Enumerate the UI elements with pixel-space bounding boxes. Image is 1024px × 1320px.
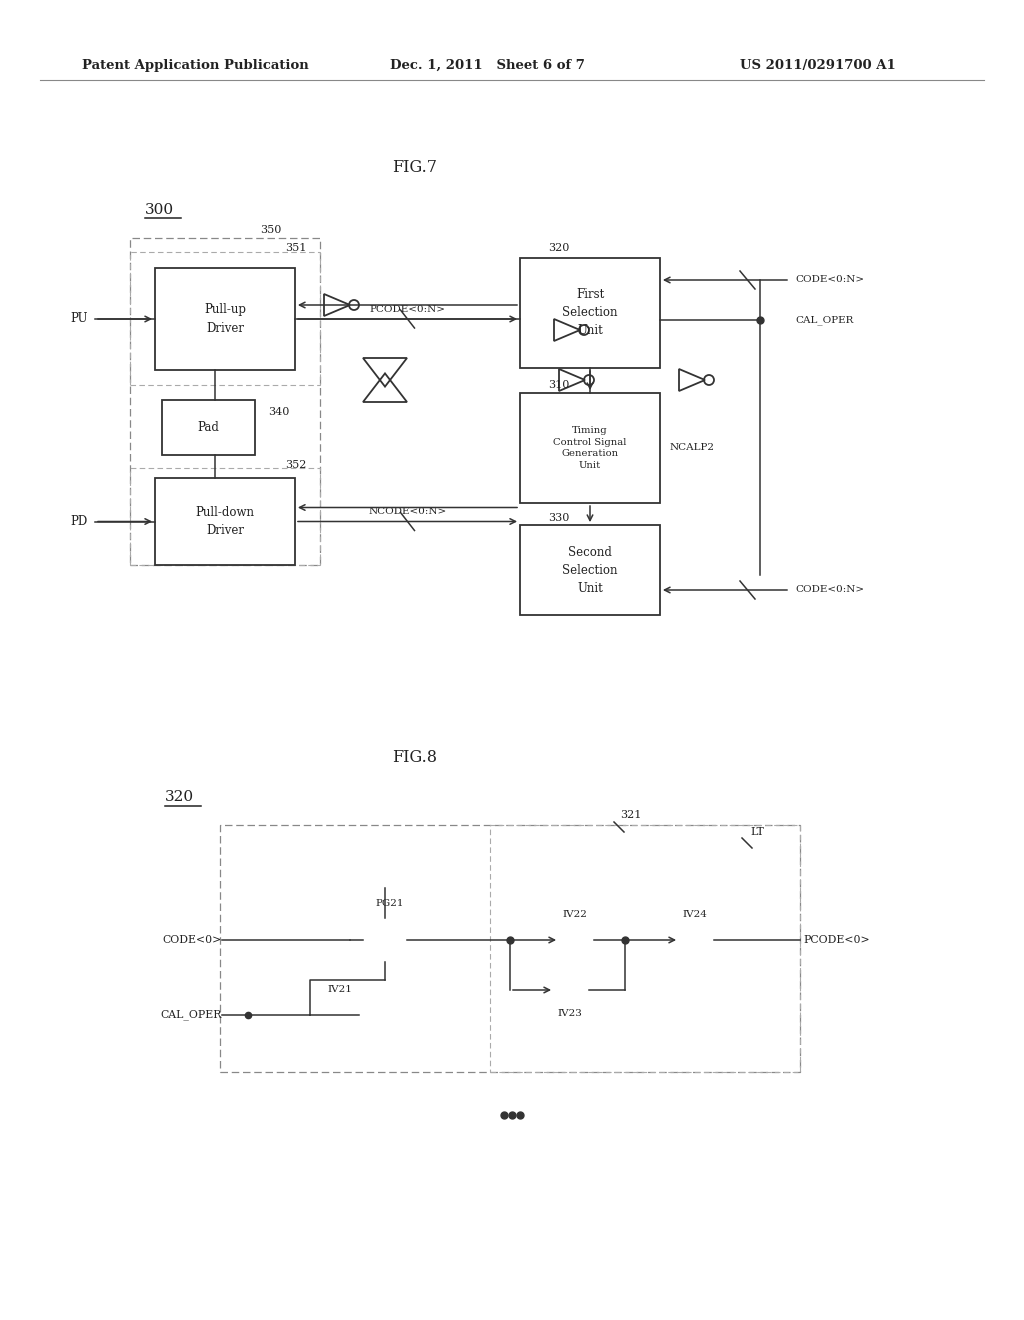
Text: CODE<0:N>: CODE<0:N>: [795, 276, 864, 285]
Text: PCODE<0:N>: PCODE<0:N>: [370, 305, 445, 314]
Text: Timing
Control Signal
Generation
Unit: Timing Control Signal Generation Unit: [553, 426, 627, 470]
Text: 320: 320: [165, 789, 195, 804]
Text: 351: 351: [285, 243, 306, 253]
Text: 330: 330: [548, 513, 569, 523]
Bar: [130, 252, 319, 385]
Bar: [520, 257, 660, 368]
Text: Dec. 1, 2011   Sheet 6 of 7: Dec. 1, 2011 Sheet 6 of 7: [390, 58, 585, 71]
Text: PU: PU: [71, 313, 88, 326]
Text: CAL_OPER: CAL_OPER: [795, 315, 853, 325]
Text: PD: PD: [71, 515, 88, 528]
Text: LT: LT: [750, 828, 764, 837]
Bar: [520, 525, 660, 615]
Text: NCALP2: NCALP2: [670, 444, 715, 453]
Text: NCODE<0:N>: NCODE<0:N>: [369, 507, 446, 516]
Text: PCODE<0>: PCODE<0>: [803, 935, 869, 945]
Bar: [162, 400, 255, 455]
Text: US 2011/0291700 A1: US 2011/0291700 A1: [740, 58, 896, 71]
Text: FIG.8: FIG.8: [392, 750, 437, 767]
Text: Second
Selection
Unit: Second Selection Unit: [562, 545, 617, 594]
Text: 352: 352: [285, 459, 306, 470]
Text: CAL_OPER: CAL_OPER: [161, 1010, 222, 1020]
Text: IV21: IV21: [328, 985, 352, 994]
Text: IV23: IV23: [557, 1008, 583, 1018]
Text: Pull-up
Driver: Pull-up Driver: [204, 304, 246, 334]
Text: FIG.7: FIG.7: [392, 160, 437, 177]
Text: 350: 350: [260, 224, 282, 235]
Text: Pad: Pad: [198, 421, 219, 434]
Text: CODE<0:N>: CODE<0:N>: [795, 586, 864, 594]
Text: 320: 320: [548, 243, 569, 253]
Bar: [520, 393, 660, 503]
Bar: [155, 268, 295, 370]
Text: PG21: PG21: [376, 899, 404, 908]
Bar: [220, 825, 800, 1072]
Text: 321: 321: [620, 810, 641, 820]
Text: IV22: IV22: [562, 909, 588, 919]
Text: CODE<0>: CODE<0>: [163, 935, 222, 945]
Bar: [130, 238, 319, 565]
Text: Pull-down
Driver: Pull-down Driver: [196, 506, 255, 537]
Text: IV24: IV24: [683, 909, 708, 919]
Text: First
Selection
Unit: First Selection Unit: [562, 289, 617, 338]
Bar: [155, 478, 295, 565]
Text: 340: 340: [268, 407, 290, 417]
Bar: [490, 825, 800, 1072]
Text: Patent Application Publication: Patent Application Publication: [82, 58, 309, 71]
Text: 310: 310: [548, 380, 569, 389]
Text: 300: 300: [145, 203, 174, 216]
Bar: [130, 469, 319, 565]
